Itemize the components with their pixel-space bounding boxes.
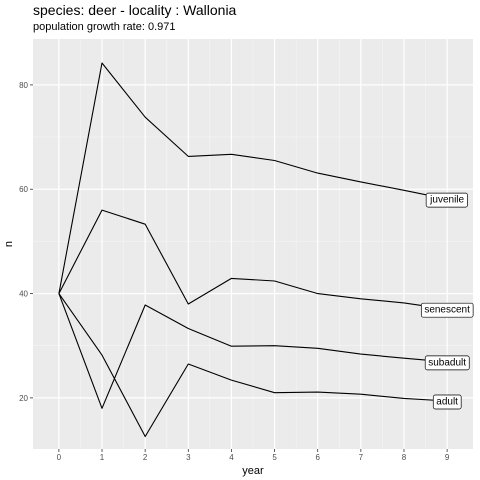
chart-title: species: deer - locality : Wallonia [33,2,237,18]
series-label-adult: adult [436,397,458,408]
label-box [424,355,470,371]
y-axis: 20 40 60 80 [19,81,33,403]
label-box [432,394,462,410]
x-tick-label: 1 [100,453,105,462]
series-end-label-senescent: senescent [420,302,474,318]
label-box [425,192,468,208]
series-label-subadult: subadult [428,357,466,368]
series-end-label-subadult: subadult [424,355,470,371]
x-tick-label: 2 [143,453,148,462]
chart-subtitle: population growth rate: 0.971 [33,21,176,33]
series-end-label-juvenile: juvenile [425,192,468,208]
series-labels: juvenile senescent subadult adult [420,192,474,410]
series-label-juvenile: juvenile [429,195,464,206]
x-tick-label: 5 [272,453,277,462]
x-tick-label: 9 [445,453,450,462]
x-tick-label: 7 [359,453,364,462]
x-axis-title: year [242,465,264,477]
series-line-adult [58,293,448,438]
x-tick-label: 6 [315,453,320,462]
series-line-juvenile [58,62,448,294]
x-axis: 0 1 2 3 4 5 6 7 8 9 [57,449,450,462]
series-line-senescent [58,209,448,310]
y-tick-label: 60 [19,185,28,194]
y-tick-label: 20 [19,394,28,403]
y-tick-label: 80 [19,81,28,90]
x-tick-label: 3 [186,453,191,462]
series-label-senescent: senescent [424,305,470,316]
series-lines [58,62,448,438]
major-gridlines [33,39,473,449]
x-tick-label: 4 [229,453,234,462]
x-tick-label: 0 [57,453,62,462]
y-axis-title: n [3,241,15,247]
minor-gridlines [33,39,473,449]
label-box [420,302,474,318]
y-tick-label: 40 [19,290,28,299]
series-line-subadult [58,293,448,409]
x-tick-label: 8 [402,453,407,462]
series-end-label-adult: adult [432,394,462,410]
